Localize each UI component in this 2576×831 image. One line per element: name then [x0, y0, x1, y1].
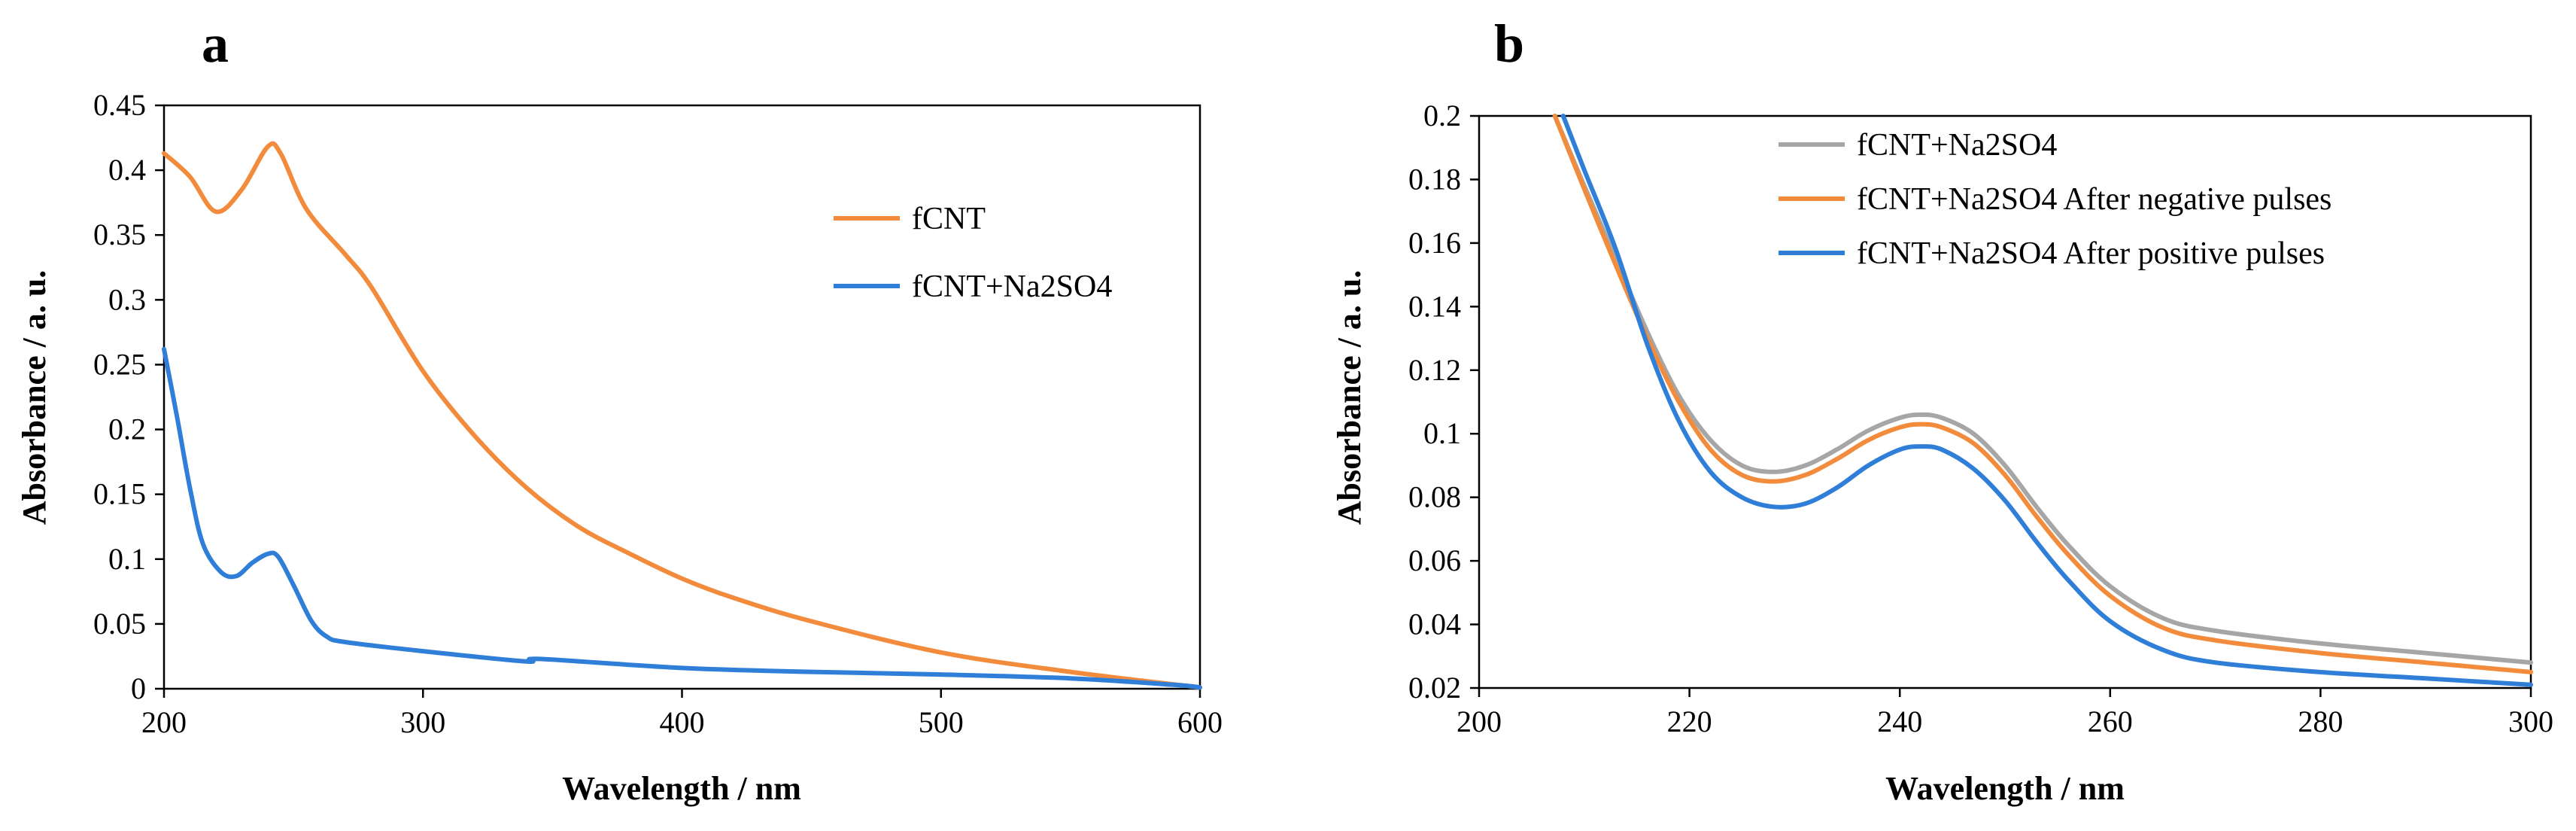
- series-line-b-2: [1560, 114, 2533, 687]
- y-tick-label: 0: [131, 671, 146, 705]
- legend-label-fcnt-na2so4: fCNT+Na2SO4: [912, 269, 1112, 304]
- series-line-b-1: [1552, 114, 2533, 674]
- x-tick-label: 300: [400, 705, 445, 739]
- x-tick-label: 260: [2088, 705, 2133, 738]
- y-tick-label: 0.12: [1408, 353, 1461, 387]
- y-tick-label: 0.3: [108, 282, 146, 316]
- series-line-a-0: [162, 141, 1202, 690]
- legend-label-negative-pulses: fCNT+Na2SO4 After negative pulses: [1857, 182, 2331, 217]
- x-tick-label: 300: [2508, 705, 2553, 738]
- plot-area-b: [1478, 114, 2532, 689]
- x-axis-title-b: Wavelength / nm: [1885, 770, 2125, 807]
- y-tick-label: 0.35: [93, 218, 146, 251]
- series-line-b-0: [1552, 114, 2533, 665]
- x-tick-label: 500: [919, 705, 964, 739]
- y-tick-label: 0.1: [1423, 416, 1461, 450]
- y-tick-label: 0.4: [108, 153, 146, 187]
- y-tick-label: 0.25: [93, 347, 146, 381]
- series-group-a: [162, 141, 1202, 690]
- x-tick-label: 240: [1877, 705, 1922, 738]
- x-tick-label: 600: [1177, 705, 1223, 739]
- y-tick-label: 0.2: [108, 412, 146, 446]
- x-tick-label: 220: [1667, 705, 1712, 738]
- y-tick-label: 0.05: [93, 607, 146, 641]
- y-tick-label: 0.14: [1408, 289, 1461, 323]
- y-tick-label: 0.02: [1408, 671, 1461, 705]
- axis-ticks-a: 200 300 400 500 600 0 0.05 0.1 0.15 0.2 0.25 0.3 0.3…: [93, 88, 1223, 739]
- y-axis-title-a: Absorbance / a. u.: [16, 270, 53, 525]
- legend-b: fCNT+Na2SO4 fCNT+Na2SO4 After negative p…: [1779, 128, 2331, 271]
- y-tick-label: 0.06: [1408, 543, 1461, 577]
- panel-label-b: b: [1494, 14, 1524, 74]
- y-tick-label: 0.15: [93, 477, 146, 511]
- series-line-a-1: [162, 346, 1202, 690]
- legend-label-positive-pulses: fCNT+Na2SO4 After positive pulses: [1857, 236, 2325, 271]
- y-tick-label: 0.16: [1408, 226, 1461, 260]
- y-tick-label: 0.2: [1423, 99, 1461, 132]
- legend-label-fcnt-na2so4: fCNT+Na2SO4: [1857, 128, 2057, 163]
- series-group-b: [1552, 114, 2533, 687]
- x-axis-title-a: Wavelength / nm: [562, 770, 801, 807]
- x-tick-label: 200: [141, 705, 187, 739]
- x-tick-label: 400: [660, 705, 705, 739]
- legend-label-fcnt: fCNT: [912, 202, 986, 236]
- y-tick-label: 0.08: [1408, 480, 1461, 514]
- legend-a: fCNT fCNT+Na2SO4: [834, 202, 1112, 304]
- y-tick-label: 0.45: [93, 88, 146, 122]
- y-axis-title-b: Absorbance / a. u.: [1331, 270, 1368, 525]
- panel-label-a: a: [202, 14, 229, 74]
- x-tick-label: 280: [2298, 705, 2343, 738]
- y-tick-label: 0.04: [1408, 607, 1461, 641]
- y-tick-label: 0.18: [1408, 162, 1461, 196]
- chart-panel-a: a 200 300 400 500 600 0 0.05 0.1 0.15 0.2 0.25 0.3 0…: [16, 14, 1223, 807]
- plot-area-a: [163, 104, 1201, 690]
- axis-ticks-b: 200 220 240 260 280 300 0.02 0.04 0.06 0.08 0.1 0.1…: [1408, 99, 2553, 738]
- chart-panel-b: b 200 220 240 260 280 300 0.02 0.04 0.06 0.08 0.1 0…: [1331, 14, 2553, 807]
- x-tick-label: 200: [1457, 705, 1502, 738]
- y-tick-label: 0.1: [108, 542, 146, 576]
